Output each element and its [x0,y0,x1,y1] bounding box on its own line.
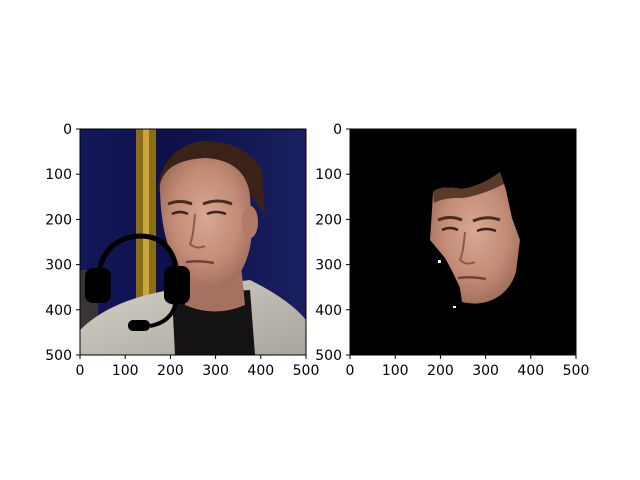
right-ytick-label: 300 [315,258,342,274]
segmented-face [430,172,520,304]
headset-mic-arm [149,301,178,328]
left-ytick-label: 0 [63,122,72,138]
mask-artifact [453,306,456,308]
mouth [185,259,215,265]
eye-left [171,210,189,216]
left-ytick-label: 500 [45,348,72,364]
face [160,158,252,289]
headset-mic [128,320,150,331]
segmented-nose [458,231,476,265]
right-ytick-label: 400 [315,303,342,319]
right-image-panel [350,129,576,355]
left-xtick-label: 100 [112,363,139,379]
segmented-mouth [457,275,487,281]
left-axes-frame [79,128,307,356]
ear [242,206,258,238]
segmented-hair-edge [433,172,504,203]
right-xtick-label: 100 [382,363,409,379]
right-ytick-label: 200 [315,212,342,228]
right-ytick-label: 0 [333,122,342,138]
right-xtick-label: 400 [517,363,544,379]
headset-overlay [85,233,190,331]
left-xtick-label: 200 [157,363,184,379]
right-xtick-label: 0 [346,363,355,379]
segmented-eye-left [441,226,459,232]
left-ytick-label: 200 [45,212,72,228]
left-ytick-label: 400 [45,303,72,319]
eyebrow-left [167,200,193,206]
segmented-eyebrow-left [437,216,463,222]
right-ytick-label: 500 [315,348,342,364]
left-ytick-label: 100 [45,167,72,183]
left-xtick-label: 400 [247,363,274,379]
headset-band [94,233,181,286]
left-ytick-label: 300 [45,258,72,274]
left-xtick-label: 500 [293,363,320,379]
nose [188,213,206,249]
mask-artifact [438,260,441,263]
hair [158,140,265,215]
right-xtick-label: 500 [563,363,590,379]
headset-left-earcup [85,268,111,303]
segmented-eye-right [476,227,497,233]
left-xtick-label: 0 [76,363,85,379]
segmented-eyebrow-right [472,216,501,223]
right-axes-frame [349,128,577,356]
left-image-panel [80,129,306,355]
right-ytick-label: 100 [315,167,342,183]
flag-pole [143,129,149,304]
right-xtick-label: 300 [472,363,499,379]
left-xtick-label: 300 [202,363,229,379]
eye-right [206,210,227,216]
eyebrow-right [202,199,233,206]
headset-right-earcup [164,266,190,304]
right-xtick-label: 200 [427,363,454,379]
